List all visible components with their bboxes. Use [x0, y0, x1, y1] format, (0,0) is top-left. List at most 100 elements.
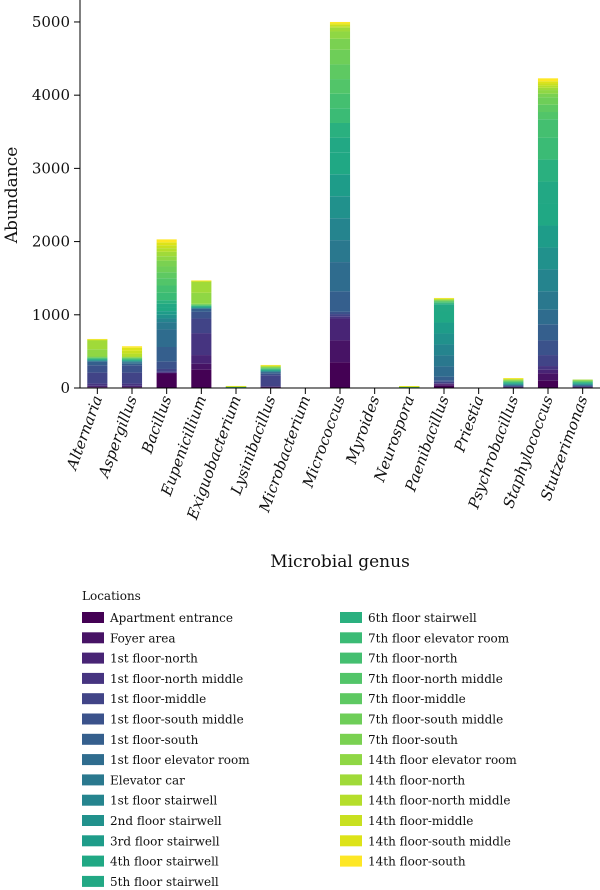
bar-segment [572, 386, 593, 388]
bar-segment [329, 196, 351, 219]
legend-label: 4th floor stairwell [110, 855, 219, 869]
bar-segment [433, 383, 455, 385]
bar-segment [191, 307, 212, 309]
bar-segment [156, 239, 177, 243]
bar-segment [191, 305, 212, 307]
bar-segment [260, 367, 281, 369]
bar-segment [537, 340, 559, 356]
bar-segment [260, 368, 281, 369]
legend-swatch [340, 855, 362, 867]
bar-segment [329, 79, 351, 94]
bar-segment [572, 386, 593, 388]
bar-segment [191, 305, 212, 306]
bar-segment [572, 384, 593, 386]
bar-segment [87, 383, 108, 386]
bar-segment [537, 291, 559, 310]
bar-segment [572, 380, 593, 382]
bar-segment [572, 385, 593, 386]
bar-segment [572, 382, 593, 384]
legend-swatch [82, 815, 104, 826]
legend-swatch [340, 754, 362, 766]
bar-segment [156, 256, 177, 261]
y-tick-label: 4000 [32, 86, 70, 104]
bar-segment [572, 385, 593, 387]
bar-segment [260, 386, 281, 387]
legend-swatch [340, 733, 362, 745]
bar-segment [156, 278, 177, 286]
bar-segment [537, 81, 559, 84]
bar-segment [537, 119, 559, 138]
bar-segment [433, 300, 455, 302]
bar-segment [329, 108, 351, 123]
bar-segment [433, 297, 455, 299]
bar-segment [191, 308, 212, 309]
bar-segment [191, 280, 212, 282]
bar-segment [191, 304, 212, 306]
bar-segment [121, 359, 143, 360]
bar-segment [87, 340, 108, 341]
bar-segment [572, 383, 593, 384]
legend-swatch [82, 794, 104, 806]
bar-segment [329, 31, 351, 39]
bar-segment [329, 122, 351, 138]
bar-segment [156, 242, 177, 246]
bar-segment [537, 203, 559, 226]
bar-segment [156, 285, 177, 293]
y-axis-title: Abundance [2, 147, 22, 245]
bar-segment [503, 379, 524, 380]
legend-label: 3rd floor stairwell [110, 834, 220, 848]
bar-segment [503, 383, 524, 385]
bar-segment [537, 369, 559, 374]
bar-segment [87, 359, 108, 360]
legend-label: 6th floor stairwell [368, 611, 477, 625]
bar-segment [433, 355, 455, 367]
bar-segment [433, 385, 455, 388]
bar-segment [537, 247, 559, 270]
x-tick-label: Priestia [450, 393, 487, 455]
legend-label: 7th floor-north [368, 652, 458, 666]
bar-segment [191, 318, 212, 334]
bar-segment [260, 370, 281, 371]
bar-segment [503, 378, 524, 379]
bar-segment [121, 357, 143, 359]
bar-segment [191, 306, 212, 308]
y-tick-label: 3000 [32, 159, 70, 177]
bar-segment [329, 27, 351, 32]
bar-segment [191, 304, 212, 305]
bar-segment [572, 382, 593, 383]
bar-segment [87, 360, 108, 362]
bar-segment [121, 362, 143, 364]
bar-segment [87, 357, 108, 358]
legend-label: 14th floor-south [368, 855, 466, 869]
bar-segment [121, 365, 143, 373]
bar-segment [433, 304, 455, 312]
bar-segment [329, 340, 351, 363]
legend-label: 1st floor elevator room [110, 753, 250, 767]
bar-segment [191, 307, 212, 308]
legend-label: 7th floor-south [368, 733, 458, 747]
bar-segment [572, 379, 593, 381]
bar-segment [260, 369, 281, 371]
bar-segment [572, 381, 593, 382]
bar-segment [87, 339, 108, 341]
bar-segment [537, 159, 559, 182]
bar-segment [191, 308, 212, 310]
bar-segment [260, 373, 281, 376]
legend-swatch [340, 713, 362, 725]
x-tick-label: Myroides [342, 393, 384, 467]
bar-segment [433, 384, 455, 386]
bar-segment [121, 361, 143, 363]
bar-segment [121, 359, 143, 360]
bar-segment [329, 314, 351, 317]
bar-segment [537, 78, 559, 82]
bar-segment [329, 240, 351, 263]
bar-segment [191, 306, 212, 307]
bar-segment [191, 281, 212, 282]
bar-segment [503, 384, 524, 386]
bar-segment [121, 347, 143, 351]
legend-swatch [340, 652, 362, 664]
legend-label: 14th floor-south middle [368, 834, 511, 848]
bar-segment [572, 383, 593, 385]
bar-segment [191, 369, 212, 388]
legend-label: 14th floor-north middle [368, 794, 510, 808]
